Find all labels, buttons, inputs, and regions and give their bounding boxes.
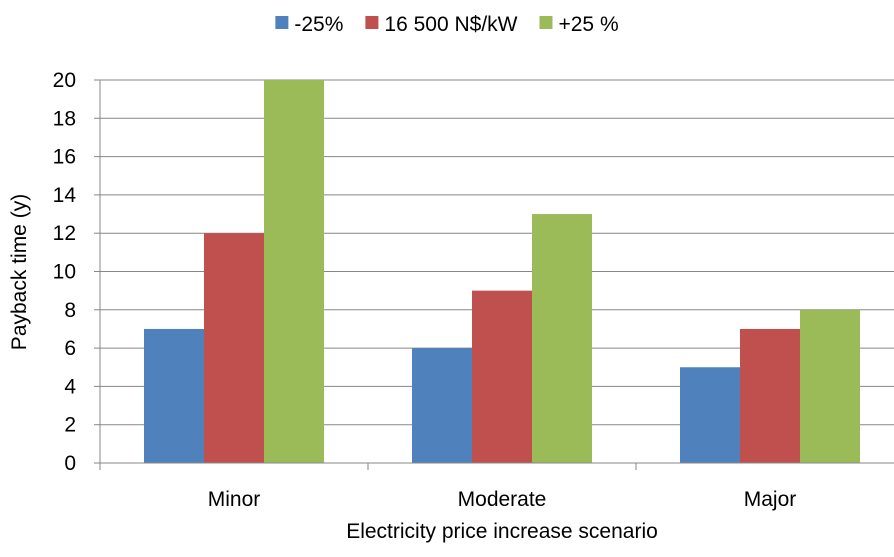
y-tick-labels: 0 2 4 6 8 10 12 14 16 18 20 <box>53 69 77 475</box>
axes <box>94 79 894 470</box>
y-tick-label: 2 <box>64 414 76 437</box>
bar <box>740 328 800 463</box>
legend-swatch <box>539 16 553 29</box>
bar <box>144 328 204 463</box>
bar <box>472 290 532 463</box>
bar <box>412 348 472 463</box>
legend-label: 16 500 N$/kW <box>384 13 517 36</box>
legend-swatch <box>275 16 289 29</box>
x-tick-labels: Minor Moderate Major <box>208 488 797 511</box>
y-tick-label: 6 <box>64 337 76 360</box>
bar <box>532 214 592 463</box>
y-tick-label: 0 <box>64 452 76 475</box>
y-tick-label: 8 <box>64 299 76 322</box>
bar <box>204 233 264 463</box>
x-tick-label: Major <box>744 488 797 511</box>
bar <box>680 367 740 463</box>
y-axis-label: Payback time (y) <box>8 194 31 350</box>
bar <box>264 80 324 463</box>
legend: -25% 16 500 N$/kW +25 % <box>275 13 619 36</box>
y-tick-label: 16 <box>53 146 76 169</box>
bar <box>800 309 860 463</box>
y-tick-label: 18 <box>53 107 76 130</box>
legend-label: +25 % <box>558 13 618 36</box>
x-tick-label: Minor <box>208 488 261 511</box>
x-axis-label: Electricity price increase scenario <box>346 520 658 543</box>
legend-label: -25% <box>294 13 343 36</box>
y-tick-label: 14 <box>53 184 77 207</box>
y-tick-label: 4 <box>64 375 76 398</box>
y-tick-label: 10 <box>53 261 76 284</box>
x-tick-label: Moderate <box>458 488 547 511</box>
y-tick-label: 12 <box>53 222 76 245</box>
y-tick-label: 20 <box>53 69 76 92</box>
bars <box>144 80 860 463</box>
legend-swatch <box>365 16 379 29</box>
